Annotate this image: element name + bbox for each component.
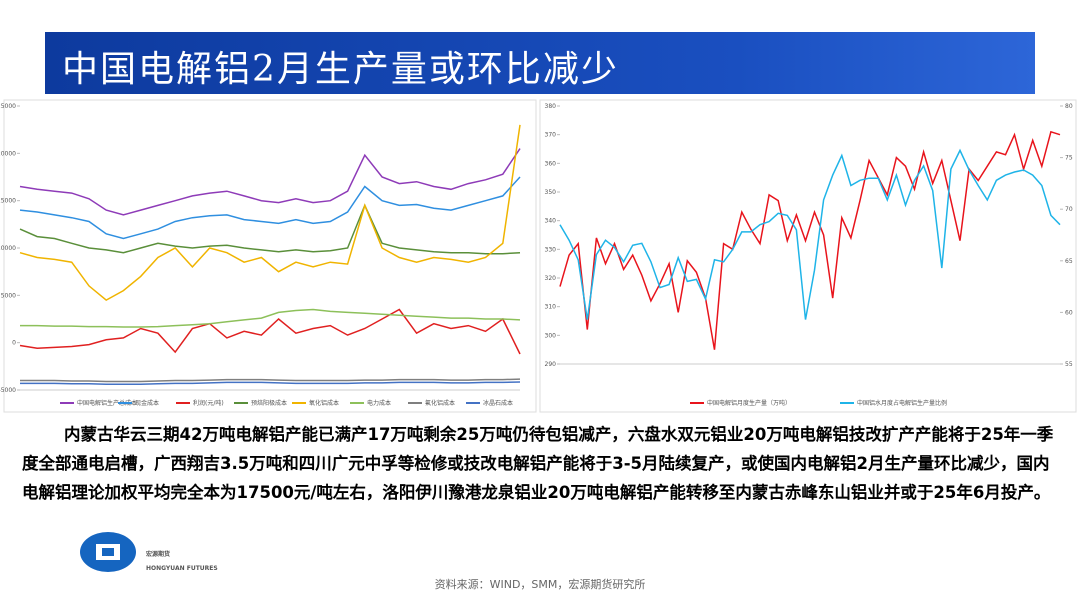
legend-label: 氟化铝成本 (425, 399, 455, 407)
y2-tick-label: 55 (1065, 361, 1073, 368)
y-tick-label: 15000 (0, 198, 16, 205)
series-line (19, 308, 521, 355)
y-tick-label: 290 (545, 361, 557, 368)
y2-tick-label: 60 (1065, 309, 1073, 316)
y-tick-label: 330 (545, 246, 557, 253)
y-tick-label: 360 (545, 160, 557, 167)
logo-cn: 宏源期货 (146, 550, 170, 558)
legend-label: 冰晶石成本 (483, 399, 513, 407)
logo: 宏源期货 HONGYUAN FUTURES (80, 532, 218, 572)
series-line (19, 124, 521, 302)
legend-label: 现金成本 (135, 399, 159, 407)
logo-en: HONGYUAN FUTURES (146, 565, 218, 572)
body-text: 内蒙古华云三期42万吨电解铝产能已满产17万吨剩余25万吨仍待包铝减产，六盘水双… (22, 425, 1054, 502)
chart-frame (539, 99, 1077, 413)
y-tick-label: 10000 (0, 245, 16, 252)
series-line (559, 148, 1061, 320)
y-tick-label: 25000 (0, 103, 16, 110)
title-banner (45, 32, 1035, 94)
y-tick-label: 380 (545, 103, 557, 110)
y2-tick-label: 65 (1065, 258, 1073, 265)
y-tick-label: 300 (545, 332, 557, 339)
series-line (20, 381, 521, 386)
y-tick-label: 20000 (0, 150, 16, 157)
legend-label: 中国电解铝月度生产量（万吨） (707, 399, 791, 407)
y-tick-label: 370 (545, 132, 557, 139)
y2-tick-label: 70 (1065, 206, 1073, 213)
legend-label: 中国铝水月度占电解铝生产量比例 (857, 399, 947, 407)
y-tick-label: 320 (545, 275, 557, 282)
series-line (19, 148, 521, 216)
series-line (20, 308, 521, 328)
legend-label: 预焙阳极成本 (251, 399, 287, 407)
series-line (20, 378, 521, 383)
charts: -5000 0 5000 10000 15000 20000 25000 中国电解铝生产总成本… (0, 99, 1077, 413)
logo-mark (102, 548, 114, 556)
y-tick-label: 310 (545, 304, 557, 311)
y-tick-label: 5000 (1, 292, 16, 299)
y-tick-label: -5000 (0, 387, 16, 394)
source-note: 资料来源：WIND，SMM，宏源期货研究所 (434, 578, 646, 591)
y-tick-label: 0 (12, 340, 16, 347)
series-line (19, 176, 521, 240)
y2-tick-label: 80 (1065, 103, 1073, 110)
slide-title: 中国电解铝2月生产量或环比减少 (62, 49, 619, 90)
legend-label: 中国电解铝生产总成本 (77, 399, 137, 407)
legend-label: 利润(元/吨) (193, 399, 224, 407)
series-line (19, 203, 521, 255)
y2-tick-label: 75 (1065, 155, 1073, 162)
y-tick-label: 340 (545, 218, 557, 225)
legend-label: 电力成本 (367, 399, 391, 407)
y-tick-label: 350 (545, 189, 557, 196)
chart-frame (3, 99, 537, 413)
legend-label: 氧化铝成本 (309, 399, 339, 407)
series-line (559, 130, 1061, 350)
